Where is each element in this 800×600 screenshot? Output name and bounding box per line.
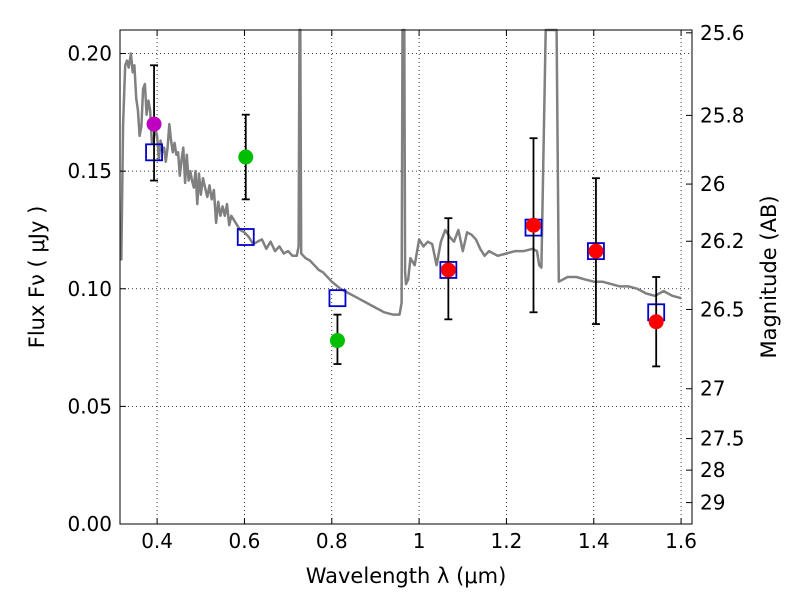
observed-point [238,149,254,165]
y-axis: 0.00 0.05 0.10 0.15 0.20 [67,42,126,536]
y2-tick-label: 26 [700,172,725,196]
observed-point [146,116,162,132]
x-tick-label: 0.4 [141,529,173,553]
observed-points-layer [146,116,664,349]
y2-axis-label: Magnitude (AB) [757,195,781,358]
observed-point [588,243,604,259]
x-axis-label: Wavelength λ (μm) [306,564,507,588]
x-tick-label: 1.4 [578,529,610,553]
y2-tick-label: 29 [700,491,725,515]
model-point-square [236,228,255,246]
observed-point [648,314,664,330]
y-tick-label: 0.10 [67,277,112,301]
y2-tick-label: 26.2 [700,229,745,253]
x-tick-label: 0.6 [229,529,261,553]
x-tick-label: 1.6 [665,529,697,553]
observed-point [329,333,345,349]
y2-axis: 25.6 25.8 26 26.2 26.5 27 27.5 28 29 [686,21,745,515]
y-axis-label: Flux Fν ( μJy ) [25,206,49,349]
y2-tick-label: 27 [700,377,725,401]
y-tick-label: 0.15 [67,159,112,183]
y2-tick-label: 26.5 [700,297,745,321]
y-tick-label: 0.20 [67,42,112,66]
y2-tick-label: 27.5 [700,427,745,451]
y-tick-label: 0.00 [67,512,112,536]
x-tick-label: 0.8 [316,529,348,553]
y2-tick-label: 25.6 [700,21,745,45]
model-spectrum-layer [120,28,682,316]
y2-tick-label: 25.8 [700,103,745,127]
y-tick-label: 0.05 [67,394,112,418]
x-tick-label: 1.2 [491,529,523,553]
model-spectrum-line [120,28,682,316]
model-point-square [328,289,347,308]
model-points-layer [145,143,666,322]
observed-point [440,262,456,278]
y2-tick-label: 28 [700,458,725,482]
plot-frame [119,29,693,525]
observed-point [525,217,541,233]
x-tick-label: 1 [413,529,426,553]
x-axis: 0.4 0.6 0.8 1 1.2 1.4 1.6 [141,30,697,553]
